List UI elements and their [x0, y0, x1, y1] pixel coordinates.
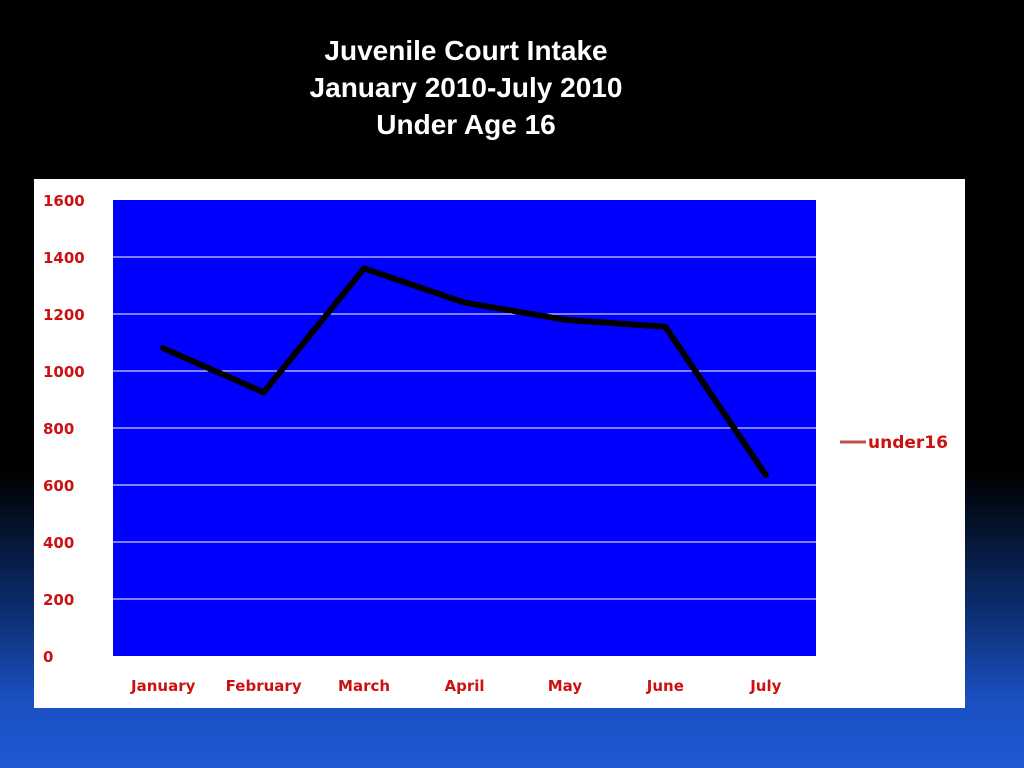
- data-point: [361, 265, 368, 272]
- data-point: [561, 316, 568, 323]
- legend-label: under16: [868, 433, 948, 453]
- x-tick-label: January: [130, 677, 196, 695]
- title-line-3: Under Age 16: [376, 109, 556, 140]
- x-tick-label: February: [226, 677, 302, 695]
- title-line-1: Juvenile Court Intake: [324, 35, 608, 66]
- x-tick-label: June: [646, 677, 684, 695]
- chart-panel: 0 200 400 600 800 1000 1200 1400 1600 January Febr…: [34, 179, 965, 708]
- y-tick-label: 400: [43, 534, 74, 552]
- y-tick-label: 0: [43, 648, 53, 666]
- line-chart: 0 200 400 600 800 1000 1200 1400 1600 January Febr…: [43, 192, 948, 695]
- y-tick-label: 800: [43, 420, 74, 438]
- y-tick-label: 1400: [43, 249, 85, 267]
- y-tick-label: 1200: [43, 306, 85, 324]
- x-tick-label: July: [749, 677, 781, 695]
- data-point: [461, 299, 468, 306]
- chart-title: Juvenile Court Intake January 2010-July …: [0, 32, 932, 143]
- y-tick-label: 1600: [43, 192, 85, 210]
- x-tick-label: March: [338, 677, 390, 695]
- y-tick-label: 600: [43, 477, 74, 495]
- title-line-2: January 2010-July 2010: [309, 72, 623, 103]
- data-point: [260, 389, 267, 396]
- data-point: [762, 472, 769, 479]
- data-point: [160, 345, 167, 352]
- x-tick-label: May: [548, 677, 583, 695]
- y-tick-label: 1000: [43, 363, 85, 381]
- y-tick-label: 200: [43, 591, 74, 609]
- x-tick-label: April: [444, 677, 484, 695]
- data-point: [662, 323, 669, 330]
